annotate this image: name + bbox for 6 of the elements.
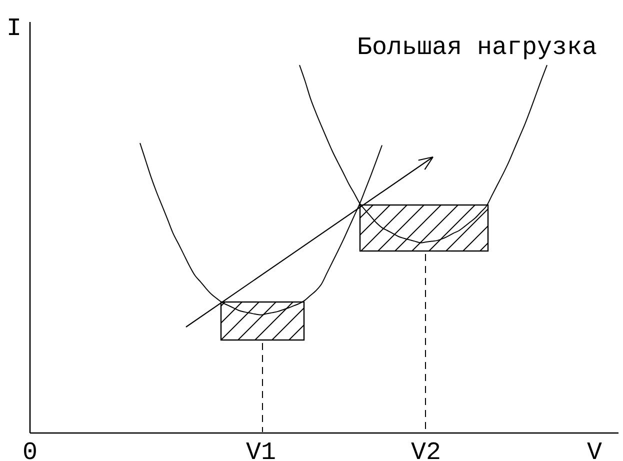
x-tick-label: V2 (410, 438, 442, 461)
text: Большая нагрузка (356, 33, 597, 62)
x-tick-label: 0 (22, 438, 38, 461)
y-axis-title: I (6, 14, 22, 43)
x-axis-title: V (586, 438, 602, 461)
x-tick-label: V1 (246, 438, 276, 461)
